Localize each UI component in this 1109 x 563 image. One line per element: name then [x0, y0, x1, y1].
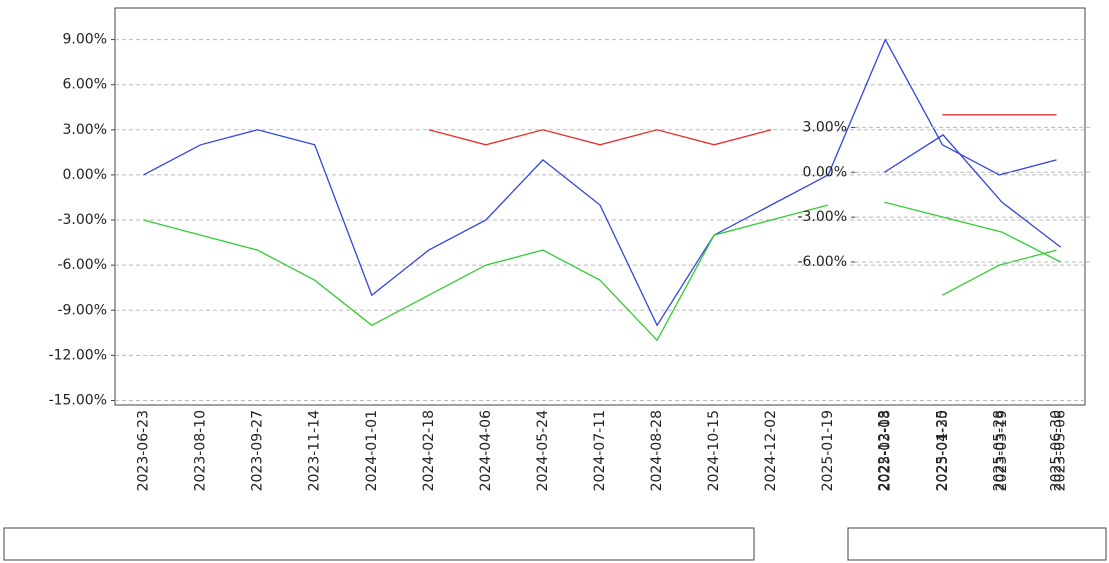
x-tick-label: 2023-08-10	[193, 410, 209, 491]
x-tick-label: 2025-01-19	[820, 410, 836, 491]
x-tick-label: 2023-09-27	[250, 410, 266, 491]
y-tick-label: -3.00%	[57, 212, 107, 228]
y-tick-label: -9.00%	[57, 302, 107, 318]
y-tick-label: -3.00%	[797, 209, 847, 225]
x-tick-label: 2024-02-18	[421, 410, 437, 491]
x-tick-label: 2024-12-02	[763, 410, 779, 491]
y-tick-label: 0.00%	[803, 164, 847, 180]
y-tick-label: -6.00%	[57, 257, 107, 273]
y-tick-label: -15.00%	[49, 392, 107, 408]
y-tick-label: -6.00%	[797, 254, 847, 270]
y-tick-label: 3.00%	[803, 119, 847, 135]
y-tick-label: 6.00%	[63, 77, 107, 93]
x-tick-label: 2022-12-13	[876, 410, 892, 491]
x-tick-label: 2023-06-23	[136, 410, 152, 491]
y-tick-label: 9.00%	[63, 32, 107, 48]
y-tick-label: -12.00%	[49, 347, 107, 363]
x-tick-label: 2024-07-11	[592, 410, 608, 491]
x-tick-label: 2023-05-06	[1053, 410, 1069, 491]
x-tick-label: 2023-11-14	[307, 410, 323, 491]
y-tick-label: 3.00%	[63, 122, 107, 138]
chart: 9.00% 6.00% 3.00% 0.00% -3.00% -6.00% -9.00% -1…	[0, 0, 1109, 563]
x-tick-label: 2024-04-06	[478, 410, 494, 491]
x-tick-label: 2023-01-30	[935, 410, 951, 491]
x-tick-label: 2024-01-01	[364, 410, 380, 491]
x-tick-label: 2023-03-19	[994, 410, 1010, 491]
x-tick-label: 2024-10-15	[706, 410, 722, 491]
x-tick-label: 2024-08-28	[649, 410, 665, 491]
y-tick-label: 0.00%	[63, 167, 107, 183]
x-tick-label: 2024-05-24	[535, 410, 551, 491]
